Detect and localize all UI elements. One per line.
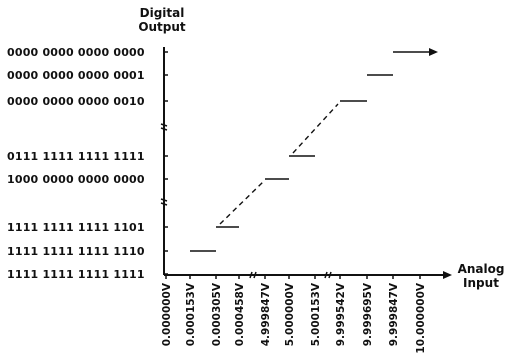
dashed-connectors bbox=[219, 103, 339, 225]
y-tick-label: 1111 1111 1111 1110 bbox=[7, 245, 145, 258]
y-axis-title-line: Digital bbox=[140, 6, 185, 20]
x-tick-labels: 0.000000V 0.000153V 0.000305V 0.000458V 4.99… bbox=[161, 282, 427, 353]
x-tick-label: 5.000153V bbox=[310, 282, 322, 346]
x-tick-label: 9.999695V bbox=[362, 282, 374, 346]
x-tick-label: 4.999847V bbox=[260, 282, 272, 346]
x-tick-label: 5.000000V bbox=[284, 282, 296, 346]
y-tick-labels: 0000 0000 0000 0000 0000 0000 0000 0001 00… bbox=[7, 46, 145, 281]
y-axis-break bbox=[160, 198, 168, 206]
x-tick-label: 0.000153V bbox=[185, 282, 197, 346]
y-tick-label: 1111 1111 1111 1111 bbox=[7, 268, 145, 281]
y-tick-label: 1000 0000 0000 0000 bbox=[7, 173, 145, 186]
y-tick-label: 0000 0000 0000 0000 bbox=[7, 46, 145, 59]
step-arrowhead bbox=[429, 48, 438, 56]
x-tick-label: 9.999542V bbox=[335, 282, 347, 346]
dashed-connector bbox=[292, 103, 339, 154]
axes bbox=[160, 47, 452, 279]
y-tick-label: 1111 1111 1111 1101 bbox=[7, 221, 145, 234]
x-tick-label: 0.000458V bbox=[234, 282, 246, 346]
step-segments bbox=[190, 48, 438, 252]
x-tick-label: 0.000000V bbox=[161, 282, 173, 346]
y-axis-title-line: Output bbox=[138, 20, 186, 34]
x-axis-title-line: Input bbox=[463, 276, 499, 290]
x-tick-label: 0.000305V bbox=[211, 282, 223, 346]
dashed-connector bbox=[219, 181, 264, 225]
y-axis-break bbox=[160, 123, 168, 131]
x-axis-title-line: Analog bbox=[458, 262, 505, 276]
y-tick-label: 0000 0000 0000 0001 bbox=[7, 69, 145, 82]
x-axis-break bbox=[249, 271, 257, 279]
y-tick-label: 0000 0000 0000 0010 bbox=[7, 95, 145, 108]
y-tick-label: 0111 1111 1111 1111 bbox=[7, 150, 145, 163]
x-tick-label: 9.999847V bbox=[388, 282, 400, 346]
x-tick-label: 10.000000V bbox=[415, 282, 427, 353]
x-axis-break bbox=[324, 271, 332, 279]
x-axis-arrowhead bbox=[443, 271, 452, 279]
